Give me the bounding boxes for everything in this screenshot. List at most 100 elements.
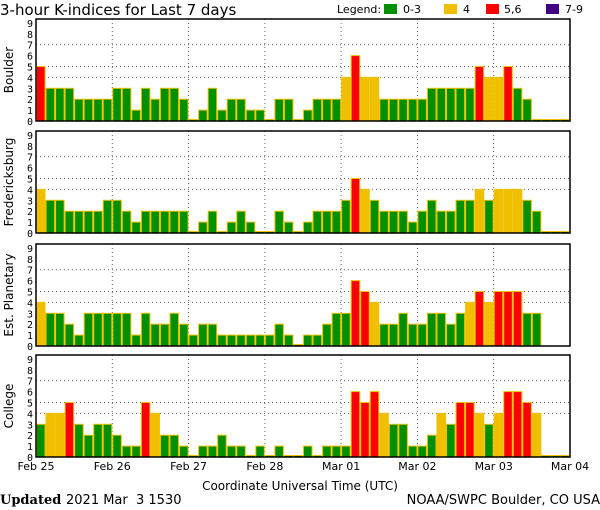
bar <box>198 323 208 347</box>
bar <box>236 210 246 234</box>
bar <box>45 199 56 234</box>
bar <box>64 402 75 458</box>
bar <box>484 423 494 458</box>
y-tick-label: 7 <box>27 41 33 52</box>
bar <box>121 445 132 458</box>
y-tick-label: 8 <box>27 366 33 377</box>
bar <box>512 188 523 234</box>
bar <box>226 334 237 347</box>
bar <box>179 445 189 458</box>
bar <box>64 87 75 122</box>
y-tick-label: 7 <box>27 266 33 277</box>
y-tick-label: 5 <box>27 63 33 74</box>
bar <box>350 391 361 458</box>
bar <box>55 199 65 234</box>
panel-label: Fredericksburg <box>2 138 16 227</box>
y-tick-label: 3 <box>27 84 33 95</box>
bar <box>217 109 227 122</box>
bar <box>36 188 46 234</box>
legend-label: Legend: <box>337 3 381 16</box>
bar <box>131 109 141 122</box>
bar <box>217 434 227 458</box>
bar <box>198 221 208 234</box>
bar <box>102 98 113 122</box>
bar <box>360 291 370 347</box>
bar <box>360 188 370 234</box>
bar <box>446 87 456 122</box>
bar <box>150 210 160 234</box>
bar <box>322 323 332 347</box>
bar <box>398 312 408 347</box>
legend-item-label: 5,6 <box>504 3 522 16</box>
bar <box>236 98 246 122</box>
x-tick-label: Feb 28 <box>246 460 283 473</box>
bar <box>112 434 122 458</box>
bar <box>398 98 408 122</box>
bar <box>322 210 332 234</box>
bar <box>112 87 122 122</box>
bar <box>512 391 523 458</box>
bar <box>245 109 256 122</box>
bar <box>121 312 132 347</box>
bar <box>417 98 427 122</box>
bar <box>493 76 504 122</box>
x-tick-label: Mar 04 <box>551 460 589 473</box>
bar <box>503 188 513 234</box>
x-axis-ticks: Feb 25 Feb 26 Feb 27 Feb 28 Mar 01 Mar 02 Mar … <box>18 460 590 473</box>
bar <box>436 87 447 122</box>
bar <box>74 98 84 122</box>
y-tick-label: 0 <box>27 342 33 353</box>
bar <box>150 412 160 458</box>
y-tick-label: 6 <box>27 164 33 175</box>
bar <box>112 199 122 234</box>
bar <box>274 445 284 458</box>
bar <box>303 109 313 122</box>
bar <box>236 445 246 458</box>
legend-swatch <box>546 4 559 14</box>
bar <box>36 66 46 122</box>
bar <box>360 76 370 122</box>
bar <box>83 312 94 347</box>
y-tick-label: 3 <box>27 309 33 320</box>
bar <box>255 445 265 458</box>
y-tick-label: 9 <box>27 19 33 30</box>
bar <box>159 87 170 122</box>
bar <box>331 445 342 458</box>
bar <box>341 199 351 234</box>
bar <box>322 445 332 458</box>
bar <box>226 445 237 458</box>
y-tick-label: 8 <box>27 30 33 41</box>
y-tick-label: 4 <box>27 409 33 420</box>
plot-frame <box>35 243 571 347</box>
bar <box>465 87 475 122</box>
bar <box>426 434 437 458</box>
legend-swatch <box>444 4 457 14</box>
bar <box>531 210 542 234</box>
y-tick-label: 1 <box>27 331 33 342</box>
bar <box>474 188 485 234</box>
bar <box>64 210 75 234</box>
bar <box>436 210 447 234</box>
bar <box>93 98 103 122</box>
bar <box>522 402 532 458</box>
bar <box>121 87 132 122</box>
bar <box>45 87 56 122</box>
bar <box>150 323 160 347</box>
bar <box>331 98 342 122</box>
bar <box>179 98 189 122</box>
y-tick-label: 4 <box>27 73 33 84</box>
bar <box>83 210 94 234</box>
legend-item-label: 0-3 <box>403 3 421 16</box>
legend-swatch <box>384 4 397 14</box>
y-tick-label: 7 <box>27 377 33 388</box>
bar <box>312 334 323 347</box>
bar <box>245 221 256 234</box>
y-tick-label: 0 <box>27 117 33 128</box>
panels: 0123456789Boulder0123456789Fredericksbur… <box>2 18 571 464</box>
bar <box>369 76 380 122</box>
y-tick-label: 5 <box>27 399 33 410</box>
bar <box>312 98 323 122</box>
